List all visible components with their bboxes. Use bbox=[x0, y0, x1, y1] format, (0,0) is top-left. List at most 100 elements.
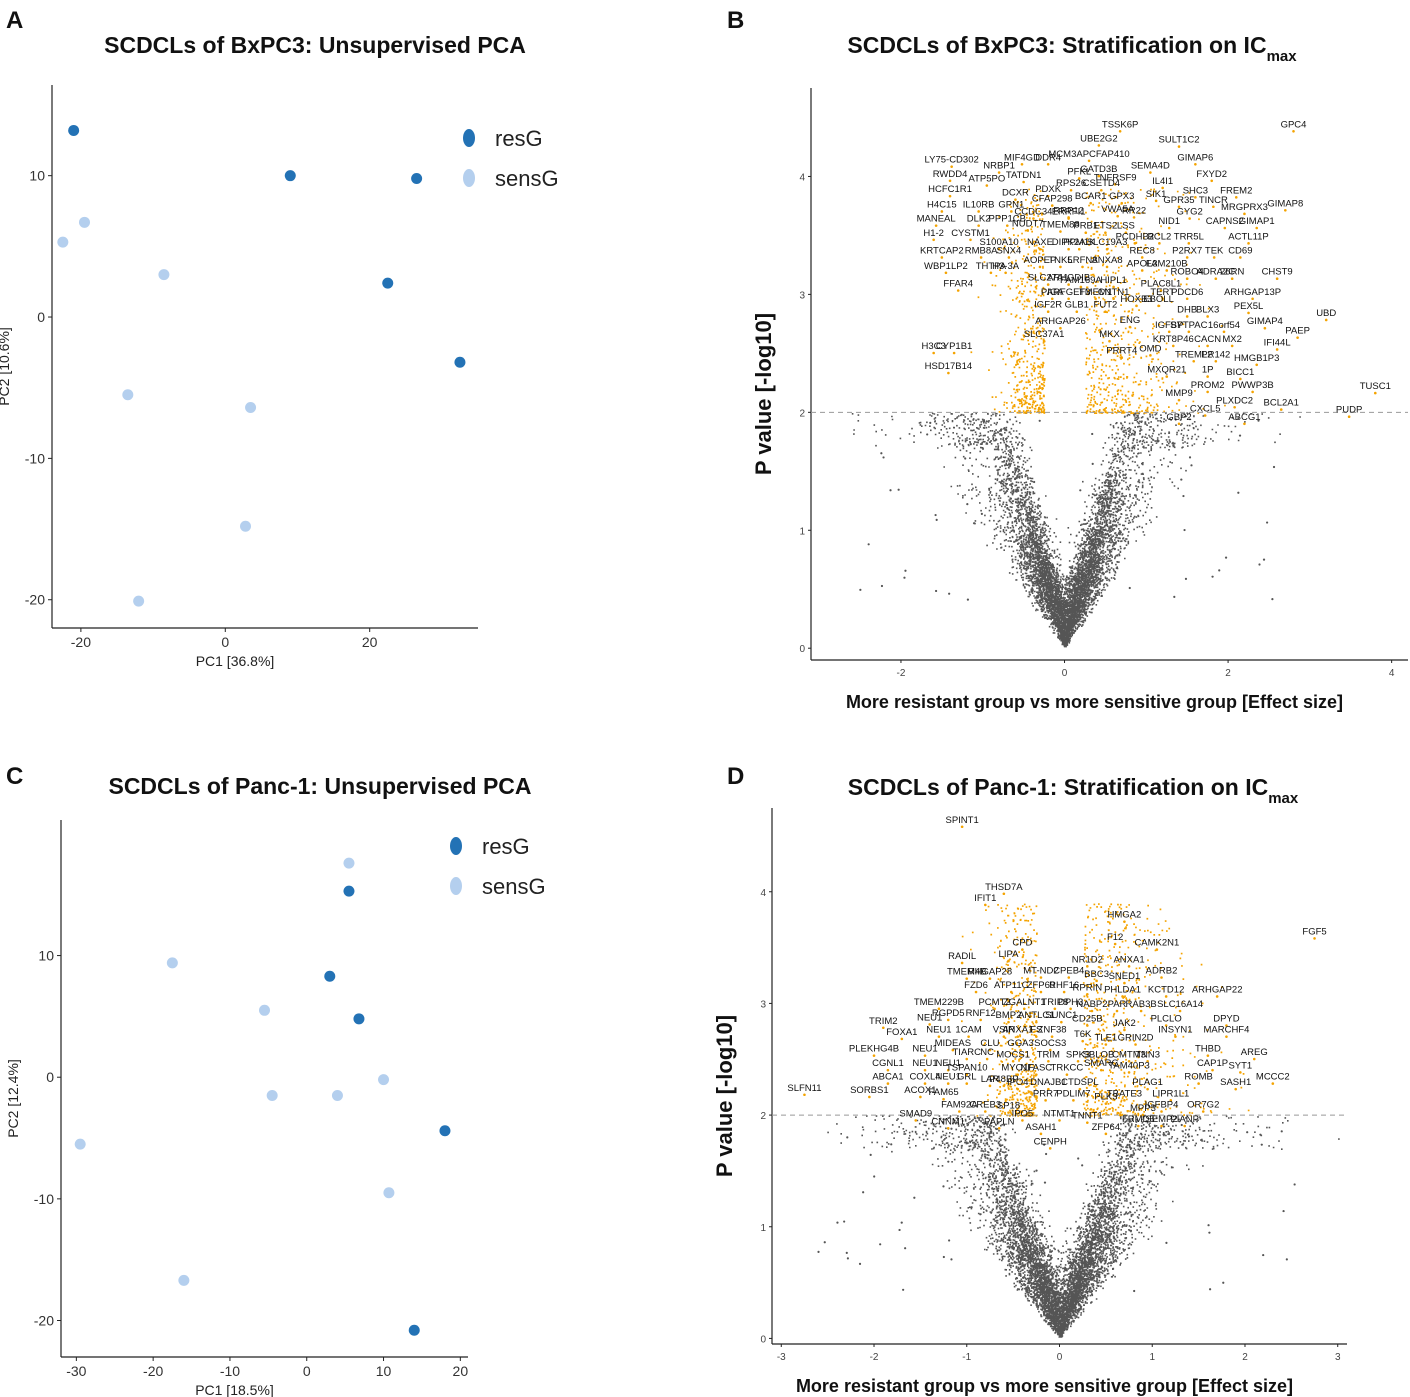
outlier-point bbox=[1211, 575, 1214, 578]
gene-point bbox=[1165, 375, 1169, 378]
outlier-point bbox=[823, 1241, 826, 1244]
gene-point bbox=[1038, 265, 1042, 269]
gene-label: DPYD bbox=[1213, 1014, 1240, 1025]
gene-label: SPINT1 bbox=[945, 815, 978, 826]
gene-label: AOPEP bbox=[1024, 255, 1057, 266]
gene-label: IFI44L bbox=[1264, 337, 1291, 348]
non-significant-points bbox=[817, 1115, 1340, 1338]
point-sensg bbox=[57, 236, 69, 248]
gene-point bbox=[1177, 398, 1181, 402]
outlier-point bbox=[879, 1243, 882, 1246]
gene-point bbox=[1035, 1073, 1038, 1076]
gene-label: DLK2 bbox=[967, 214, 991, 225]
gene-label: TNK5 bbox=[1048, 255, 1072, 266]
gene-point bbox=[1174, 1035, 1177, 1038]
outlier-point bbox=[1091, 462, 1094, 465]
gene-label: CENPH bbox=[1034, 1136, 1067, 1147]
x-tick-label: 10 bbox=[376, 1363, 392, 1379]
significant-point-cloud bbox=[961, 903, 1250, 1117]
gene-label: ENG bbox=[1120, 315, 1141, 326]
gene-label: SEMP2 bbox=[1145, 1114, 1177, 1125]
chart-title: SCDCLs of Panc-1: Unsupervised PCA bbox=[108, 773, 531, 799]
gene-point bbox=[960, 825, 964, 829]
gene-point bbox=[1123, 1028, 1126, 1032]
x-tick-label: 1 bbox=[1149, 1352, 1155, 1363]
gene-point bbox=[886, 1082, 890, 1085]
outlier-point bbox=[1128, 586, 1131, 590]
outlier-point bbox=[947, 1160, 950, 1163]
outlier-point bbox=[1092, 578, 1095, 581]
gene-point bbox=[1118, 129, 1122, 133]
gene-label: 1CAM bbox=[955, 1025, 981, 1036]
gene-point bbox=[1127, 1071, 1131, 1074]
gene-point bbox=[942, 1097, 945, 1101]
point-resg bbox=[408, 1324, 420, 1336]
gene-point bbox=[1123, 920, 1126, 923]
gene-label: RPS26 bbox=[1056, 178, 1086, 189]
gene-point bbox=[1009, 990, 1013, 994]
gene-label: H3-3A bbox=[992, 261, 1020, 272]
outlier-point bbox=[1102, 528, 1105, 531]
gene-label: VSIR bbox=[993, 1025, 1015, 1036]
legend-key-sensg bbox=[450, 877, 462, 895]
gene-point bbox=[1067, 976, 1071, 979]
outlier-point bbox=[980, 1139, 983, 1142]
gene-label: OMD bbox=[1139, 343, 1161, 354]
point-sensg bbox=[343, 857, 355, 869]
gene-label: TRR5L bbox=[1174, 231, 1204, 242]
outlier-point bbox=[935, 518, 938, 521]
gene-point bbox=[1187, 242, 1191, 245]
gene-point bbox=[1035, 1020, 1038, 1024]
gene-point bbox=[1104, 1132, 1108, 1136]
point-sensg bbox=[133, 595, 145, 607]
x-axis-label: PC1 [18.5%] bbox=[195, 1382, 274, 1397]
gene-point bbox=[1255, 363, 1259, 367]
gene-label: NTMT1 bbox=[1044, 1108, 1076, 1119]
gene-point bbox=[1007, 1111, 1010, 1114]
gene-label: ANXA1 bbox=[1113, 954, 1144, 965]
gene-label: FUT2 bbox=[1094, 300, 1118, 311]
gene-point bbox=[1097, 1059, 1100, 1063]
gene-point bbox=[947, 371, 950, 375]
gene-label: NUDT7 bbox=[1012, 218, 1044, 229]
outlier-point bbox=[898, 1228, 901, 1232]
point-sensg bbox=[122, 389, 134, 401]
gene-point bbox=[1239, 1071, 1242, 1074]
gene-label: KRTCAP2 bbox=[920, 245, 964, 256]
y-tick-label: 2 bbox=[760, 1111, 766, 1122]
gene-label: CPEB4 bbox=[1053, 966, 1084, 977]
gene-label: TERT bbox=[1150, 287, 1175, 298]
point-sensg bbox=[331, 1089, 343, 1101]
gene-label: ADRB2 bbox=[1146, 966, 1178, 977]
y-tick-label: 3 bbox=[760, 999, 766, 1010]
gene-label: NEU1 bbox=[926, 1025, 951, 1036]
outlier-point bbox=[897, 488, 900, 491]
gene-point bbox=[1243, 422, 1246, 426]
gene-label: SNED1 bbox=[1109, 971, 1141, 982]
gene-point bbox=[1178, 1009, 1182, 1013]
gene-point bbox=[881, 1026, 885, 1030]
gene-point bbox=[946, 1126, 950, 1130]
outlier-point bbox=[882, 456, 885, 459]
gene-point bbox=[1169, 1099, 1173, 1102]
gene-point bbox=[1035, 1035, 1038, 1038]
gene-point bbox=[1026, 229, 1030, 232]
gene-label: MKX bbox=[1099, 329, 1120, 340]
gene-label: TBATE3 bbox=[1107, 1088, 1142, 1099]
gene-label: GPN1 bbox=[998, 199, 1024, 210]
gene-point bbox=[1059, 265, 1062, 269]
outlier-point bbox=[904, 1247, 907, 1250]
gene-label: PAR bbox=[1108, 999, 1127, 1010]
point-sensg bbox=[74, 1138, 86, 1150]
gene-point bbox=[1373, 391, 1377, 395]
gene-label: BCL2 bbox=[1148, 231, 1172, 242]
gene-point bbox=[1210, 179, 1214, 183]
gene-point bbox=[1134, 1043, 1137, 1046]
gene-point bbox=[1046, 194, 1050, 198]
x-tick-label: 2 bbox=[1225, 668, 1231, 679]
gene-point bbox=[1038, 247, 1042, 251]
gene-point bbox=[1223, 226, 1227, 230]
gene-point bbox=[923, 1068, 927, 1072]
gene-label: HMGB1P3 bbox=[1234, 353, 1279, 364]
x-tick-label: -20 bbox=[143, 1363, 163, 1379]
